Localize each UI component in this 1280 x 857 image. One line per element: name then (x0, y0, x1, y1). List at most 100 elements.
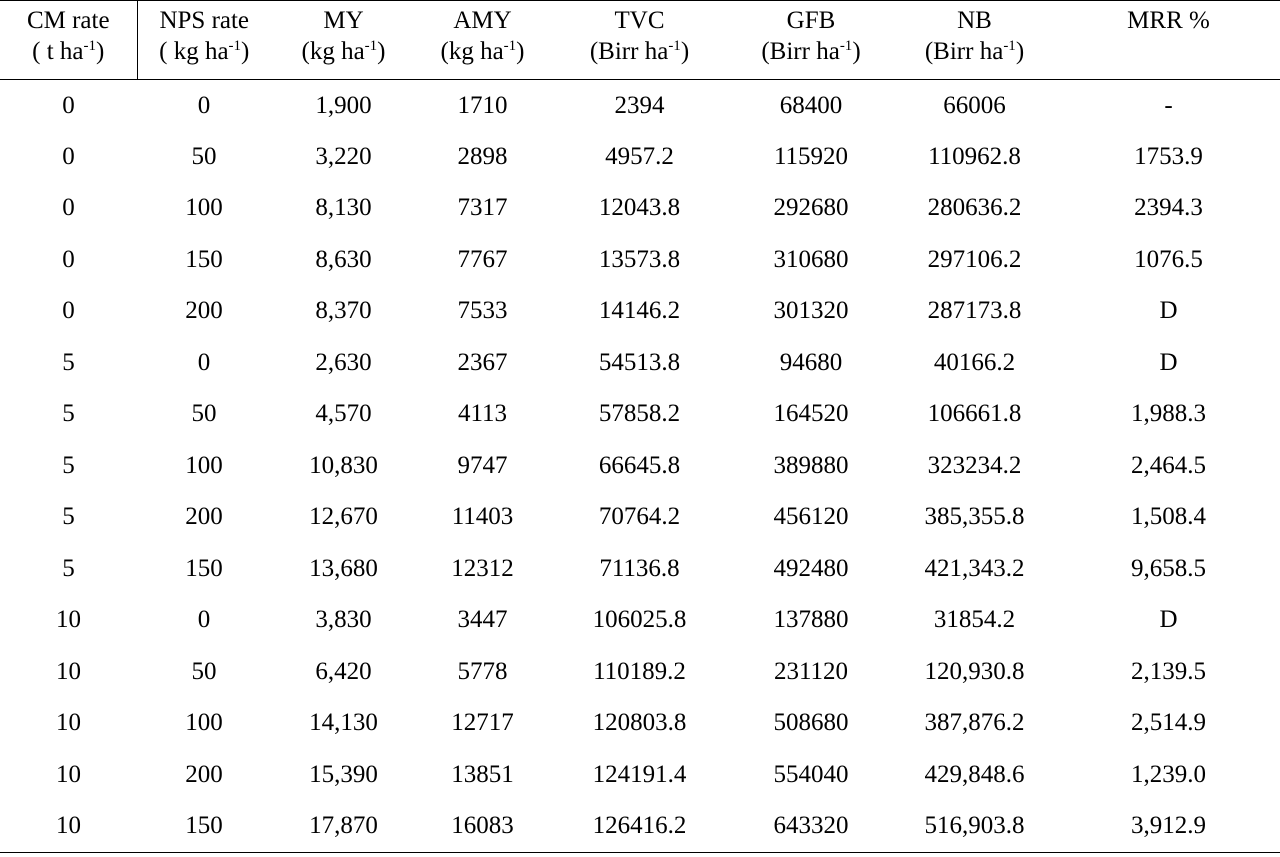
cell-gfb: 508680 (773, 709, 849, 737)
cell-my: 6,420 (315, 657, 372, 685)
cell-my: 8,130 (315, 194, 372, 222)
cell-nps-rate: 0 (197, 348, 211, 376)
cell-cm-rate: 0 (62, 91, 75, 119)
cell-mrr: 1,988.3 (1131, 400, 1206, 428)
cell-mrr: - (1164, 91, 1173, 119)
cell-nps-rate: 150 (185, 245, 223, 273)
cell-cm-rate: 5 (62, 451, 75, 479)
unit-close: ) (96, 38, 105, 65)
unit-text: ( kg ha (159, 38, 229, 65)
cell-nb: 323234.2 (927, 451, 1022, 479)
cell-my: 3,830 (315, 606, 372, 634)
cell-nps-rate: 100 (185, 451, 223, 479)
cell-gfb: 301320 (773, 297, 849, 325)
unit-close: ) (680, 38, 690, 65)
cell-my: 14,130 (309, 709, 378, 737)
cell-nb: 287173.8 (927, 297, 1022, 325)
column-header-cm-rate: CM rate( t ha-1) (0, 0, 138, 80)
unit-exponent: -1 (1003, 38, 1016, 54)
unit-text: (Birr ha (924, 38, 1004, 65)
cell-cm-rate: 5 (62, 400, 75, 428)
cell-my: 10,830 (309, 451, 378, 479)
cell-tvc: 70764.2 (598, 503, 681, 531)
cell-tvc: 4957.2 (605, 142, 674, 170)
cell-nps-rate: 100 (185, 194, 223, 222)
table-row: 0 0 1,900 1710 2394 68400 66006 - (0, 80, 1280, 132)
cell-nb: 120,930.8 (924, 657, 1025, 685)
cell-nps-rate: 200 (185, 503, 223, 531)
cell-amy: 12717 (451, 709, 514, 737)
cell-amy: 7533 (457, 297, 508, 325)
cell-nb: 280636.2 (927, 194, 1022, 222)
cell-tvc: 66645.8 (598, 451, 681, 479)
cell-my: 17,870 (271, 800, 416, 853)
cell-nps-rate: 0 (197, 91, 211, 119)
cell-cm-rate: 10 (56, 760, 81, 788)
cell-amy: 1710 (457, 91, 508, 119)
cell-gfb: 115920 (773, 142, 849, 170)
cell-mrr: 2,514.9 (1131, 709, 1206, 737)
cell-mrr: 2,464.5 (1131, 451, 1206, 479)
table-row: 10 100 14,130 12717 120803.8 508680 387,876.2 2… (0, 698, 1280, 750)
cell-cm-rate: 10 (56, 709, 81, 737)
cell-mrr: 1076.5 (1134, 245, 1203, 273)
cell-cm-rate: 0 (62, 245, 75, 273)
column-header-unit: (kg ha-1) (271, 36, 416, 67)
cell-mrr: 2,139.5 (1131, 657, 1206, 685)
unit-close: ) (852, 38, 861, 65)
cell-cm-rate: 10 (56, 606, 81, 634)
cell-gfb: 68400 (779, 91, 843, 119)
cell-gfb: 231120 (773, 657, 849, 685)
unit-text: (kg ha (440, 38, 504, 65)
cell-tvc: 71136.8 (599, 554, 680, 582)
cell-nps-rate: 150 (185, 554, 223, 582)
cell-tvc: 124191.4 (592, 760, 687, 788)
cell-cm-rate: 0 (62, 142, 75, 170)
cell-cm-rate: 0 (62, 194, 75, 222)
column-header-label: NPS rate (159, 7, 250, 34)
cell-nb: 421,343.2 (924, 554, 1025, 582)
cell-amy: 7767 (457, 245, 508, 273)
table-row: 0 150 8,630 7767 13573.8 310680 297106.2 1076.5 (0, 234, 1280, 286)
unit-text: (Birr ha (761, 38, 840, 65)
unit-close: ) (516, 38, 525, 65)
cell-nb: 40166.2 (933, 348, 1016, 376)
cell-mrr: D (1159, 297, 1178, 325)
cell-nps-rate: 200 (185, 297, 223, 325)
unit-exponent: -1 (839, 38, 853, 54)
cell-nps-rate: 50 (191, 657, 217, 685)
cell-gfb: 456120 (773, 503, 849, 531)
cell-amy: 16083 (416, 800, 549, 853)
cell-tvc: 110189.2 (593, 657, 686, 685)
unit-close: ) (377, 38, 386, 65)
cell-gfb: 554040 (773, 760, 849, 788)
cell-mrr: D (1159, 348, 1178, 376)
column-header-label: AMY (453, 7, 512, 34)
cell-mrr: 1753.9 (1134, 142, 1203, 170)
cell-my: 1,900 (315, 91, 372, 119)
cell-amy: 11403 (451, 503, 514, 531)
cell-nb: 516,903.8 (892, 800, 1057, 853)
header-row: CM rate( t ha-1) NPS rate( kg ha-1) MY (kg … (0, 0, 1280, 80)
column-header-unit: (kg ha-1) (416, 36, 549, 67)
table-row: 0 100 8,130 7317 12043.8 292680 280636.2 2394.3 (0, 183, 1280, 235)
cell-gfb: 94680 (779, 348, 843, 376)
cell-nb: 106661.8 (927, 400, 1022, 428)
cell-gfb: 492480 (773, 554, 849, 582)
cell-tvc: 2394 (614, 91, 665, 119)
cell-tvc: 13573.8 (598, 245, 681, 273)
cell-nps-rate: 0 (197, 606, 211, 634)
column-header-unit: ( kg ha-1) (138, 36, 272, 67)
cell-amy: 2367 (457, 348, 508, 376)
cell-nb: 429,848.6 (924, 760, 1025, 788)
cell-tvc: 120803.8 (592, 709, 687, 737)
cell-nb: 66006 (943, 91, 1006, 119)
cell-gfb: 643320 (730, 800, 892, 853)
column-header-nb: NB (Birr ha-1) (892, 0, 1057, 80)
column-header-label: MRR % (1127, 7, 1210, 34)
table-row: 10 0 3,830 3447 106025.8 137880 31854.2 D (0, 595, 1280, 647)
cell-my: 2,630 (315, 348, 372, 376)
column-header-mrr: MRR % (1057, 0, 1280, 80)
table-row: 5 100 10,830 9747 66645.8 389880 323234.2 2,464… (0, 440, 1280, 492)
column-header-unit: ( t ha-1) (0, 36, 137, 67)
